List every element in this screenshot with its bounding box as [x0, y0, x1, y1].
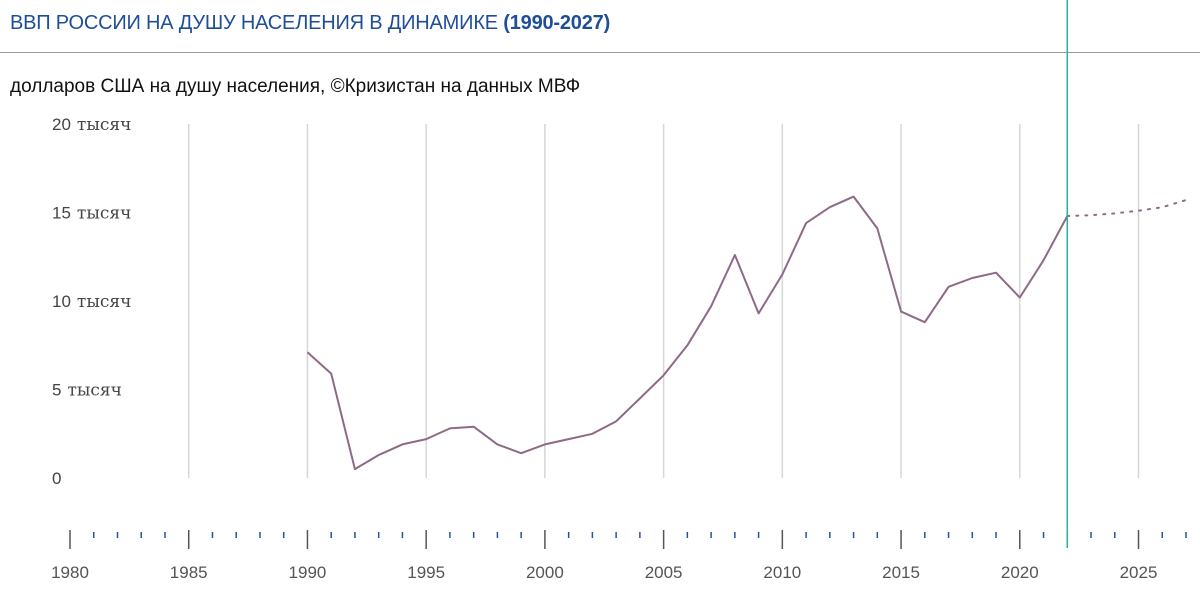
y-tick-unit: тысяч: [77, 292, 131, 312]
y-axis: 0 5 тысяч 10 тысяч 15 тысяч 20 тысяч: [52, 115, 131, 488]
y-tick-unit: тысяч: [77, 115, 131, 135]
y-tick-number: 0: [52, 469, 61, 488]
y-tick-unit: тысяч: [77, 204, 131, 224]
y-tick-unit: тысяч: [67, 381, 121, 401]
chart-title: ВВП РОССИИ НА ДУШУ НАСЕЛЕНИЯ В ДИНАМИКЕ …: [10, 12, 610, 35]
x-tick-label: 1980: [51, 563, 89, 582]
y-tick-label: 0: [52, 469, 61, 488]
x-tick-label: 2015: [882, 563, 920, 582]
x-tick-label: 2025: [1120, 563, 1158, 582]
x-gridlines: [187, 124, 1140, 478]
chart-title-main: ВВП РОССИИ НА ДУШУ НАСЕЛЕНИЯ В ДИНАМИКЕ: [10, 12, 498, 34]
y-tick-label: 10 тысяч: [52, 292, 131, 312]
y-tick-label: 20 тысяч: [52, 115, 131, 135]
chart-title-years: (1990-2027): [503, 12, 611, 34]
x-tick-label: 2000: [526, 563, 564, 582]
y-tick-number: 20: [52, 115, 71, 134]
x-tick-label: 1990: [289, 563, 327, 582]
y-tick-number: 5: [52, 381, 61, 400]
x-tick-label: 1995: [407, 563, 445, 582]
y-tick-number: 10: [52, 292, 71, 311]
y-tick-number: 15: [52, 204, 71, 223]
x-tick-label: 1985: [170, 563, 208, 582]
x-tick-label: 2005: [645, 563, 683, 582]
x-tick-label: 2010: [763, 563, 801, 582]
title-divider: [0, 52, 1200, 53]
series-layer: [306, 195, 1187, 471]
x-axis: 1980 1985 1990 1995 2000 2005 2010 2015 2020 2025: [51, 530, 1187, 582]
chart-subtitle: долларов США на душу населения, ©Кризист…: [10, 76, 581, 97]
series-line-actual: [306, 195, 1069, 471]
y-tick-label: 15 тысяч: [52, 204, 131, 224]
y-tick-label: 5 тысяч: [52, 381, 122, 401]
series-line-forecast: [1066, 199, 1187, 217]
x-tick-label: 2020: [1001, 563, 1039, 582]
